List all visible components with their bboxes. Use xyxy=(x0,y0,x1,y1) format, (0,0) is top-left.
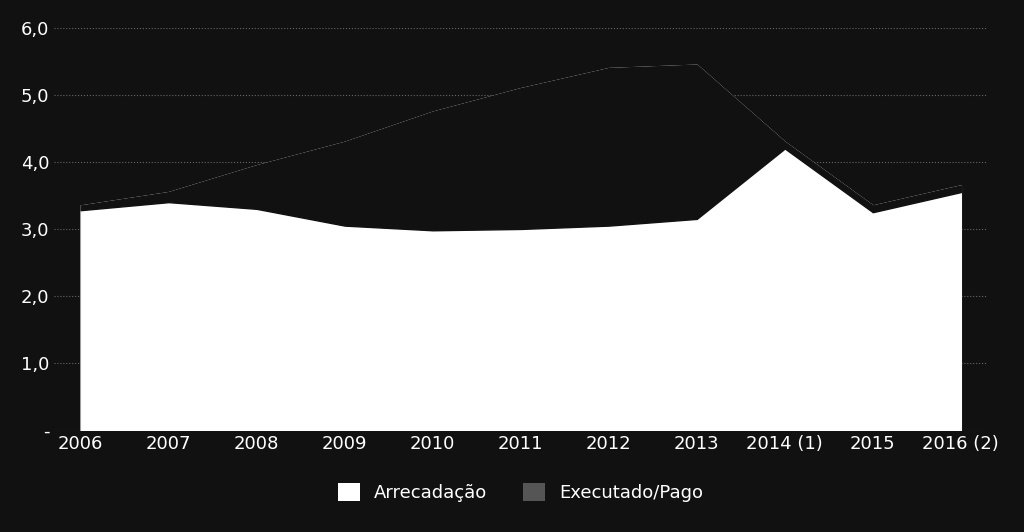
Legend: Arrecadação, Executado/Pago: Arrecadação, Executado/Pago xyxy=(331,476,711,510)
